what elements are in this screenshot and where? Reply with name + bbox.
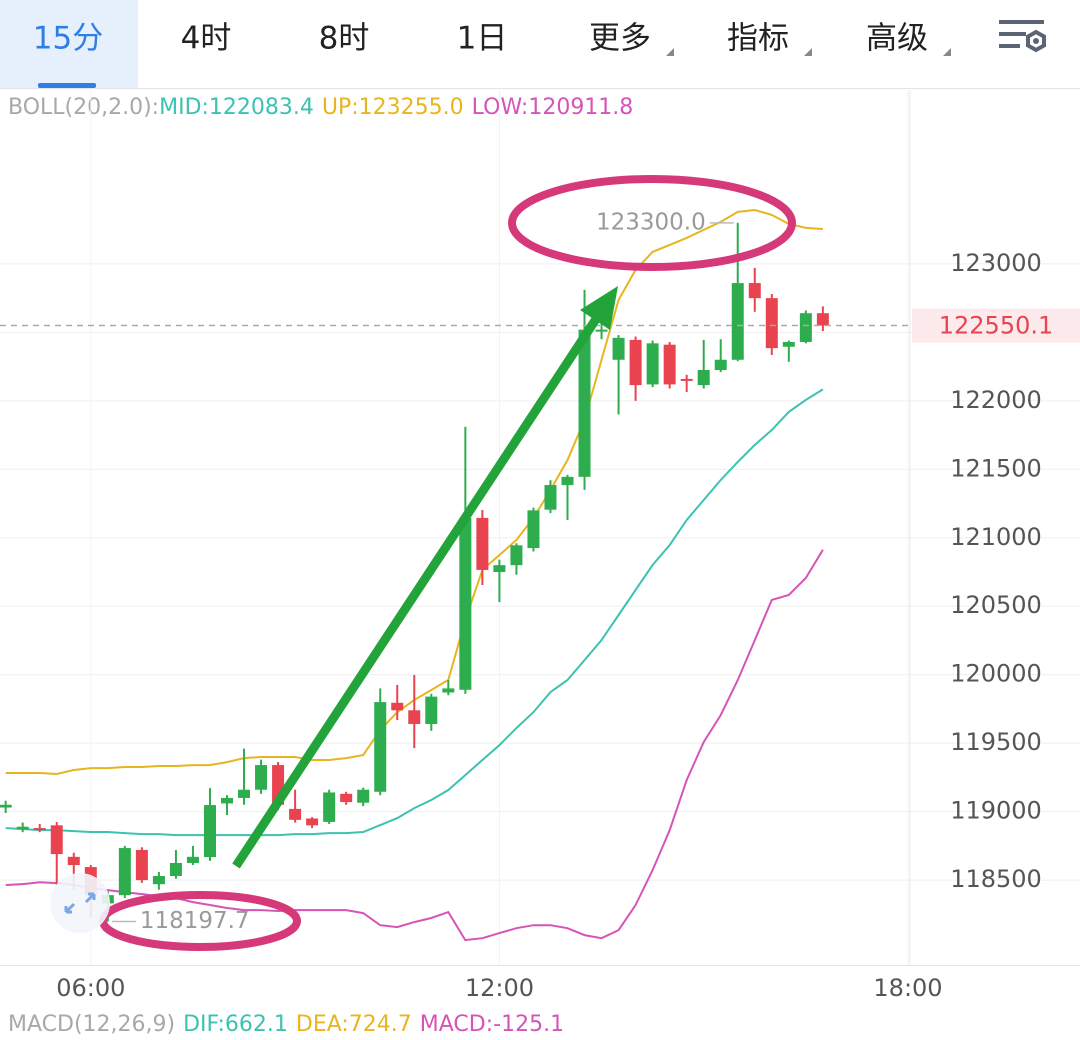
trend-arrow (232, 313, 602, 869)
candle-body (731, 283, 744, 360)
tab[interactable]: 4时 (181, 21, 232, 57)
candle-body (0, 804, 12, 808)
last-price-tag (912, 308, 1080, 343)
candle-body (255, 765, 268, 790)
y-tick-label: 121500 (950, 454, 1042, 482)
candle-body (238, 789, 251, 798)
macd-legend-entry: MACD:-125.1 (420, 1012, 564, 1037)
candle-body (391, 702, 404, 711)
annotation-label: 123300.0 (596, 209, 706, 235)
macd-legend-entry: DIF:662.1 (183, 1012, 288, 1037)
y-tick-label: 118500 (950, 865, 1042, 893)
legend-entry: LOW:120911.8 (472, 95, 634, 120)
candle-body (697, 370, 710, 386)
candle-body (680, 378, 693, 381)
candle-body (118, 848, 131, 896)
boll-line (5, 549, 824, 942)
x-tick-label: 06:00 (56, 974, 125, 1002)
candle-body (152, 875, 165, 885)
indicator-name: BOLL(20,2.0): (8, 95, 159, 120)
active-tab-underline (38, 83, 96, 88)
annotation-label: 118197.7 (140, 908, 250, 934)
tab[interactable]: 8时 (319, 21, 370, 57)
candle-body (799, 313, 812, 342)
last-price-label: 122550.1 (939, 312, 1054, 340)
y-tick-label: 120000 (950, 660, 1042, 688)
y-tick-label: 119000 (950, 797, 1042, 825)
candle-body (221, 797, 233, 804)
tab[interactable]: 1日 (457, 21, 508, 57)
candle-body (169, 862, 182, 876)
legend-entry: UP:123255.0 (322, 95, 464, 120)
candle-body (357, 789, 370, 803)
highlight-ellipse (508, 175, 796, 271)
tab[interactable]: 高级 (866, 21, 928, 57)
candle-body (33, 828, 46, 831)
candle-body (816, 313, 829, 326)
candle-body (289, 808, 302, 820)
settings-icon[interactable] (999, 20, 1046, 53)
candle-body (629, 339, 642, 386)
macd-legend-entry: DEA:724.7 (296, 1012, 412, 1037)
candle-body (646, 343, 659, 385)
candle-body (425, 696, 438, 724)
active-tab-bg (0, 0, 138, 88)
macd-legend-entry: MACD(12,26,9) (8, 1012, 175, 1037)
candle-body (782, 341, 795, 347)
candle-body (340, 793, 353, 803)
y-tick-label: 122000 (950, 386, 1042, 414)
candle-body (186, 856, 199, 863)
boll-line (5, 388, 824, 837)
macd-legend: MACD(12,26,9) DIF:662.1 DEA:724.7 MACD:-125… (8, 1012, 564, 1037)
candle-body (663, 344, 676, 385)
candle-body (306, 818, 319, 826)
indicator-legend: BOLL(20,2.0):MID:122083.4 UP:123255.0 LOW:… (8, 95, 633, 120)
candle-body (16, 826, 29, 830)
candle-body (374, 702, 387, 792)
candle-body (765, 298, 778, 349)
x-tick-label: 12:00 (465, 974, 534, 1002)
candle-body (612, 337, 625, 360)
y-tick-label: 121000 (950, 523, 1042, 551)
candle-body (595, 329, 608, 332)
dropdown-caret (943, 48, 951, 56)
candle-body (544, 485, 557, 510)
tab[interactable]: 15分 (33, 21, 103, 57)
candle-body (510, 545, 523, 566)
y-tick-label: 120500 (950, 591, 1042, 619)
candle-body (203, 805, 216, 858)
plot-area: 118500 119000 119500 120000 120500 121000 1215… (0, 90, 1080, 1002)
tab[interactable]: 指标 (727, 21, 789, 57)
y-tick-label: 119500 (950, 728, 1042, 756)
trend-arrow-head (580, 286, 618, 330)
candle-body (527, 510, 540, 549)
candle-body (67, 856, 80, 866)
highlight-marks (99, 175, 796, 951)
candle-body (408, 710, 421, 724)
candle-body (459, 517, 472, 690)
dropdown-caret (666, 48, 674, 56)
candle-body (323, 792, 336, 822)
dropdown-caret (804, 48, 812, 56)
legend-entry: MID:122083.4 (159, 95, 314, 120)
candle-body (578, 329, 591, 477)
candle-body (442, 688, 455, 693)
candle-body (561, 476, 574, 486)
candle-body (50, 825, 63, 855)
x-tick-label: 18:00 (873, 974, 942, 1002)
zoom-button[interactable] (50, 873, 110, 933)
candle-body (493, 565, 506, 573)
y-tick-label: 123000 (950, 249, 1042, 277)
candle-body (476, 517, 489, 570)
tab[interactable]: 更多 (589, 21, 651, 57)
candle-body (135, 849, 148, 881)
candle-body (714, 359, 727, 371)
candle-body (748, 283, 761, 299)
